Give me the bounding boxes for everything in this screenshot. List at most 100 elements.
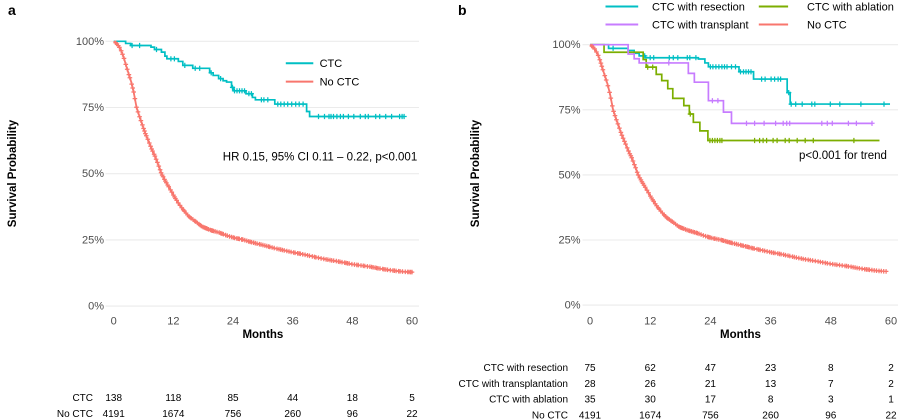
survival-curve — [590, 43, 880, 142]
risk-count: 75 — [584, 363, 596, 374]
risk-row-label: No CTC — [532, 411, 568, 419]
y-tick-label: 100% — [76, 36, 104, 48]
risk-count: 22 — [406, 409, 418, 419]
x-tick-label: 12 — [167, 316, 179, 328]
risk-row-label: No CTC — [57, 409, 93, 419]
risk-count: 1674 — [639, 411, 662, 419]
x-tick-label: 60 — [406, 316, 418, 328]
legend: CTC with resection CTC with transplant CTC… — [605, 1, 894, 31]
legend-label: CTC with ablation — [807, 1, 894, 13]
series-no-ctc — [589, 43, 889, 274]
x-tick-label: 60 — [885, 316, 897, 328]
risk-count: 1674 — [162, 409, 185, 419]
risk-count: 21 — [705, 379, 717, 390]
censor-marks — [610, 45, 887, 107]
risk-count: 138 — [105, 393, 122, 404]
panel-letter: b — [458, 2, 467, 18]
survival-curve — [590, 43, 872, 125]
x-tick-label: 24 — [704, 316, 716, 328]
censor-marks — [666, 60, 875, 126]
censor-marks — [113, 40, 415, 275]
risk-count: 8 — [828, 363, 834, 374]
y-tick-label: 75% — [82, 102, 104, 114]
survival-curve — [113, 40, 405, 118]
risk-count: 8 — [768, 395, 774, 406]
y-tick-label: 25% — [558, 235, 580, 247]
legend: CTC No CTC — [285, 58, 360, 88]
risk-count: 28 — [584, 379, 596, 390]
series-ctc-with-resection — [590, 43, 891, 107]
x-tick-label: 24 — [227, 316, 239, 328]
series-ctc — [113, 40, 407, 120]
annotation-text: HR 0.15, 95% CI 0.11 – 0.22, p<0.001 — [223, 152, 417, 164]
legend-label: No CTC — [320, 76, 360, 88]
risk-count: 22 — [885, 411, 897, 419]
y-tick-label: 25% — [82, 234, 104, 246]
risk-count: 13 — [765, 379, 777, 390]
x-axis-title: Months — [720, 329, 761, 341]
risk-count: 7 — [828, 379, 834, 390]
risk-count: 44 — [287, 393, 299, 404]
risk-count: 23 — [765, 363, 777, 374]
y-tick-label: 0% — [88, 301, 104, 313]
risk-count: 26 — [645, 379, 657, 390]
series-ctc-with-transplant — [590, 43, 875, 126]
censor-marks — [589, 43, 889, 274]
risk-count: 2 — [888, 379, 894, 390]
risk-count: 3 — [828, 395, 834, 406]
risk-table: CTC 138 118 85 44 18 5 No CTC 4191 1674 756 260 96 22 — [57, 393, 418, 419]
x-tick-label: 36 — [287, 316, 299, 328]
risk-count: 4191 — [579, 411, 602, 419]
series-ctc-with-ablation — [590, 43, 880, 144]
risk-row-label: CTC with ablation — [489, 395, 568, 406]
legend-label: CTC with transplant — [652, 19, 749, 31]
risk-count: 17 — [705, 395, 717, 406]
censor-marks — [645, 64, 857, 144]
risk-count: 260 — [284, 409, 301, 419]
x-tick-label: 12 — [644, 316, 656, 328]
risk-count: 260 — [762, 411, 779, 419]
panel-a: 100% 75% 50% 25% 0% 0 12 24 36 48 60 Months Survival… — [7, 2, 419, 419]
risk-count: 5 — [409, 393, 415, 404]
y-tick-label: 0% — [565, 300, 581, 312]
legend-label: No CTC — [807, 19, 847, 31]
risk-count: 96 — [347, 409, 359, 419]
risk-count: 85 — [227, 393, 239, 404]
risk-row-label: CTC with transplantation — [459, 379, 569, 390]
x-tick-label: 48 — [346, 316, 358, 328]
y-axis-title: Survival Probability — [7, 119, 19, 227]
risk-count: 2 — [888, 363, 894, 374]
risk-count: 96 — [825, 411, 837, 419]
risk-count: 4191 — [103, 409, 126, 419]
risk-count: 47 — [705, 363, 717, 374]
y-tick-label: 50% — [82, 168, 104, 180]
censor-marks — [129, 42, 407, 120]
risk-count: 35 — [584, 395, 596, 406]
x-tick-label: 36 — [764, 316, 776, 328]
risk-count: 756 — [702, 411, 719, 419]
legend-label: CTC — [320, 58, 343, 70]
panel-b: 100%75%50%25%0%0 12 24 36 48 60MonthsSurvival… — [458, 1, 898, 419]
y-tick-label: 100% — [552, 39, 580, 51]
risk-count: 62 — [645, 363, 657, 374]
legend-label: CTC with resection — [652, 1, 745, 13]
series-no-ctc — [113, 40, 415, 275]
x-tick-label: 48 — [825, 316, 837, 328]
risk-row-label: CTC with resection — [484, 363, 568, 374]
risk-count: 1 — [888, 395, 894, 406]
y-tick-label: 75% — [558, 104, 580, 116]
y-tick-label: 50% — [558, 169, 580, 181]
x-tick-label: 0 — [111, 316, 117, 328]
x-tick-label: 0 — [587, 316, 593, 328]
risk-row-label: CTC — [72, 393, 93, 404]
panel-letter: a — [8, 2, 16, 18]
risk-count: 118 — [165, 393, 181, 404]
y-axis-title: Survival Probability — [470, 119, 482, 227]
risk-count: 756 — [225, 409, 242, 419]
annotation-text: p<0.001 for trend — [799, 150, 887, 162]
risk-count: 18 — [347, 393, 359, 404]
risk-count: 30 — [645, 395, 657, 406]
